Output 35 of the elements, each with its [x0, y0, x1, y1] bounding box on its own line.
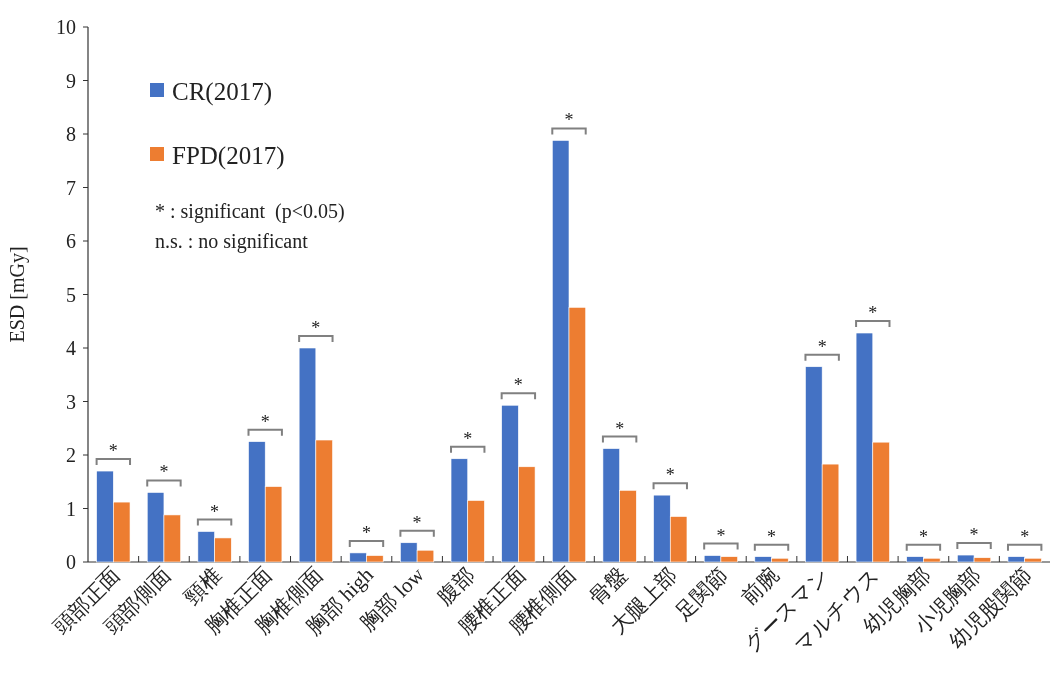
y-tick-label: 7	[66, 176, 76, 199]
annotation: n.s. : no significant	[155, 230, 309, 253]
annotation: *	[918, 526, 928, 547]
y-tick-label: 9	[66, 69, 76, 92]
annotation: * : significant (p<0.05)	[155, 200, 345, 223]
annotation: *	[159, 462, 169, 483]
y-tick-label: 10	[56, 16, 76, 38]
annotation: *	[716, 525, 726, 546]
annotation: *	[969, 525, 979, 546]
y-tick-label: 5	[66, 283, 76, 306]
annotation: *	[311, 318, 321, 338]
annotation: *	[1020, 526, 1030, 547]
annotation: *	[564, 110, 574, 131]
annotation: *	[665, 465, 675, 486]
annotation: *	[210, 501, 220, 522]
annotation: *	[615, 418, 625, 439]
annotation: *	[868, 303, 878, 324]
legend-label: FPD(2017)	[172, 142, 285, 170]
annotation: *	[412, 512, 422, 533]
y-tick-label: 6	[66, 230, 76, 252]
y-tick-label: 0	[66, 551, 76, 573]
annotation: *	[463, 428, 473, 449]
y-tick-label: 4	[66, 337, 76, 359]
annotation: *	[361, 522, 371, 543]
y-axis-title: ESD [mGy]	[6, 246, 29, 343]
y-tick-label: 2	[66, 444, 76, 466]
annotation: *	[108, 441, 118, 462]
annotation: *	[260, 411, 270, 432]
annotation: *	[767, 526, 777, 547]
annotation: *	[513, 375, 523, 396]
annotation: *	[817, 336, 827, 357]
y-tick-label: 8	[66, 123, 76, 145]
y-tick-label: 1	[66, 497, 76, 520]
legend-label: CR(2017)	[172, 78, 272, 106]
y-tick-label: 3	[66, 390, 76, 413]
